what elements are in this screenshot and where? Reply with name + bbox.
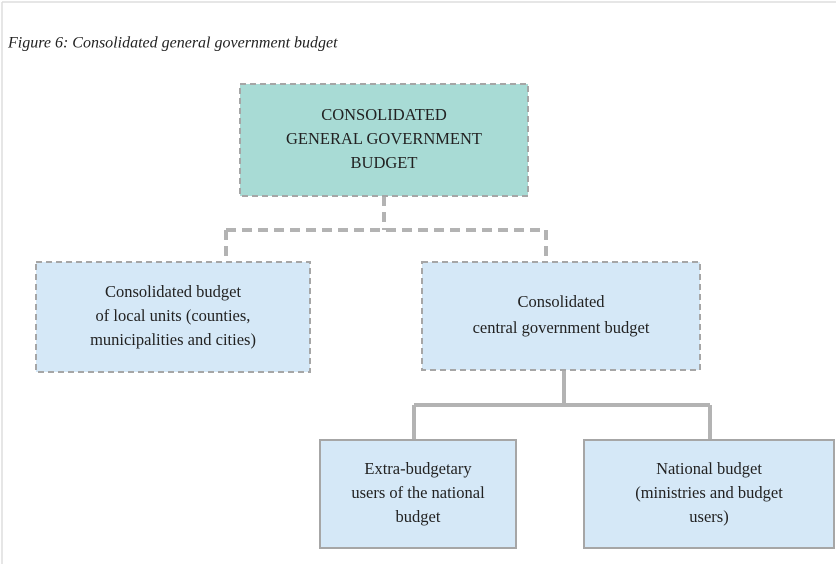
node-box xyxy=(583,439,835,549)
node-label: budget xyxy=(396,507,441,526)
solid-connector xyxy=(412,370,712,440)
node-label: CONSOLIDATED xyxy=(321,105,447,124)
dashed-connector xyxy=(224,196,548,262)
node-label: users) xyxy=(689,507,728,526)
node-box xyxy=(239,83,529,197)
node-box xyxy=(421,261,701,371)
node-label: Extra-budgetary xyxy=(364,459,472,478)
figure-title: Figure 6: Consolidated general governmen… xyxy=(7,35,338,52)
node-label: GENERAL GOVERNMENT xyxy=(286,129,482,148)
node-label: Consolidated xyxy=(517,292,605,311)
node-label: of local units (counties, xyxy=(96,306,251,325)
node-label: municipalities and cities) xyxy=(90,330,256,349)
node-label: (ministries and budget xyxy=(635,483,783,502)
node-label: Consolidated budget xyxy=(105,282,242,301)
node-box xyxy=(319,439,517,549)
node-label: users of the national xyxy=(351,483,485,502)
node-box xyxy=(35,261,311,373)
node-label: central government budget xyxy=(473,318,650,337)
node-label: BUDGET xyxy=(351,153,418,172)
node-label: National budget xyxy=(656,459,762,478)
